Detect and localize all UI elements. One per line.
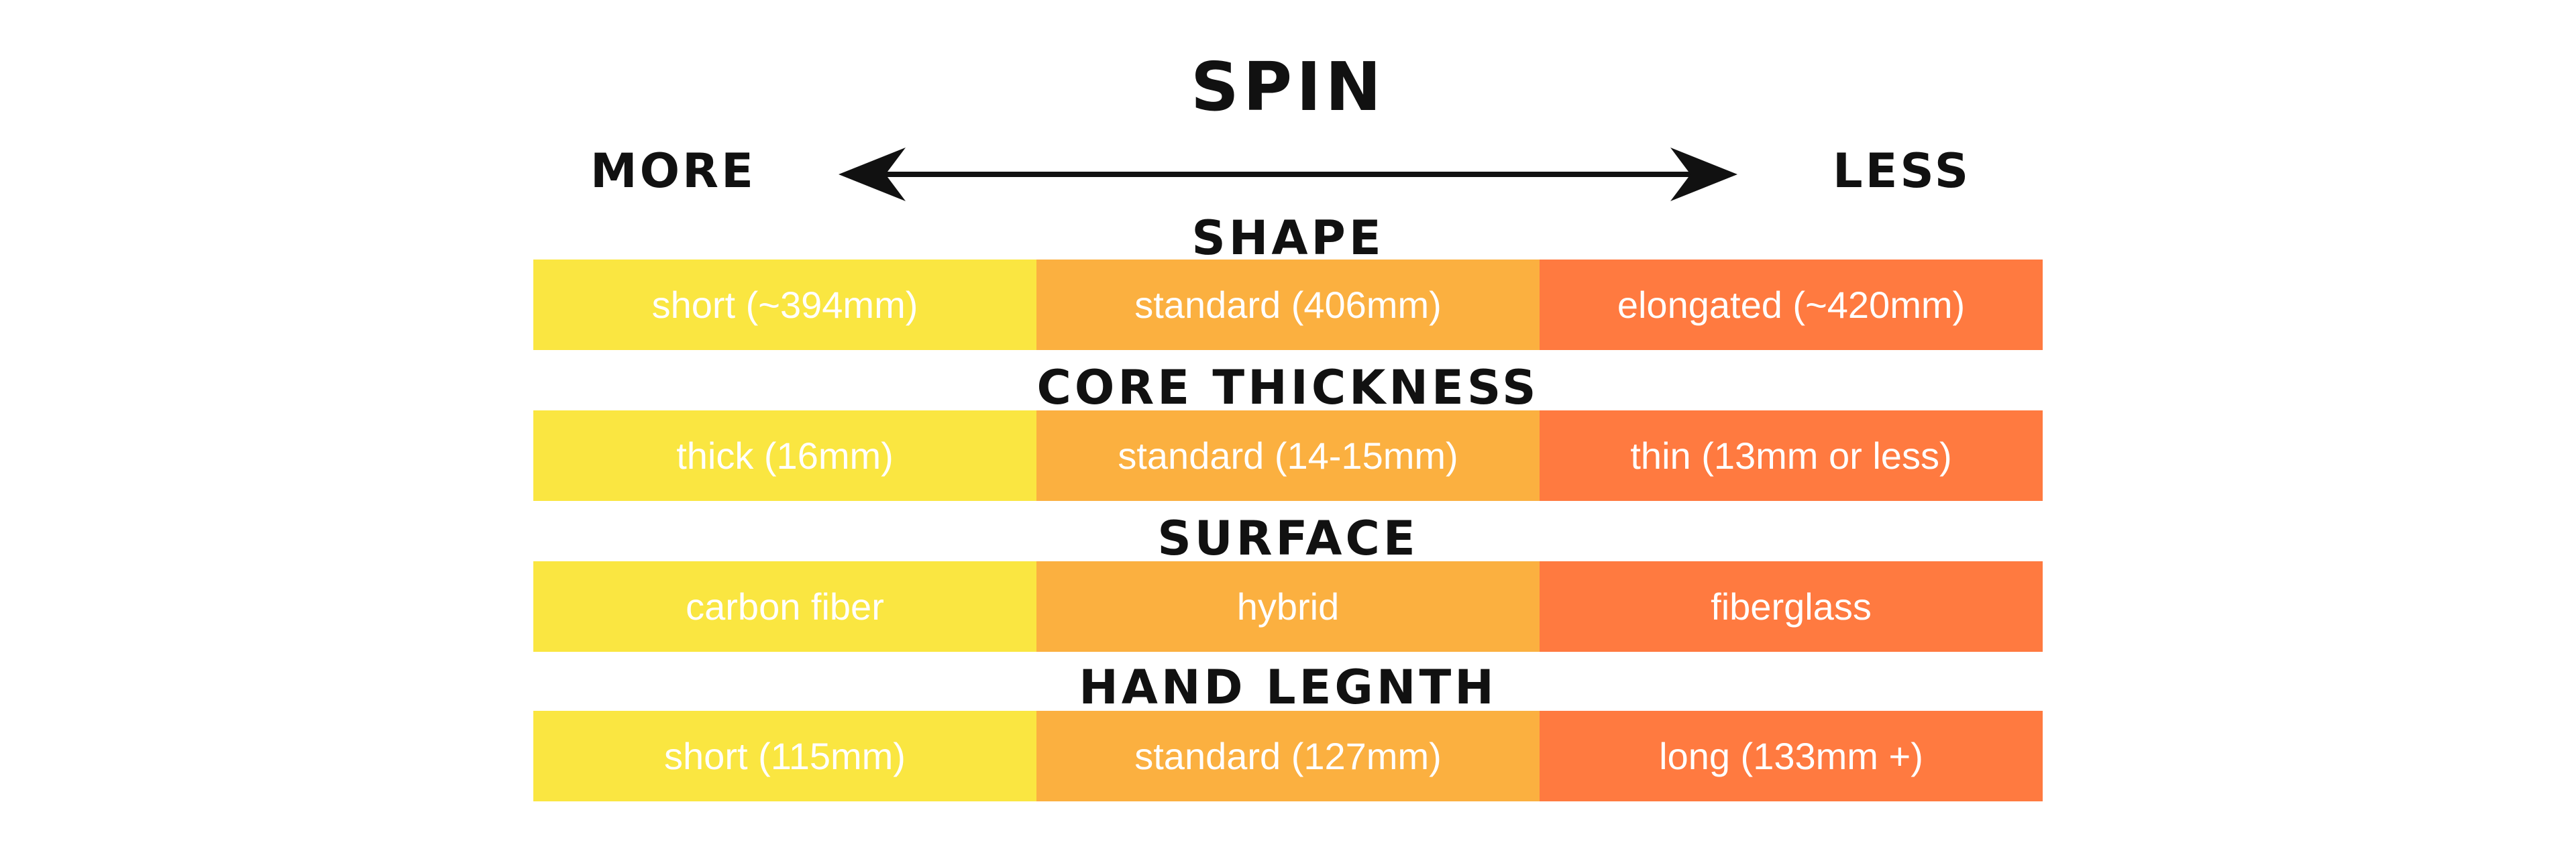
cell-standard: standard (406mm) <box>1036 260 1540 350</box>
cell-more: thick (16mm) <box>533 410 1036 501</box>
more-label: MORE <box>590 144 756 198</box>
cell-standard: standard (127mm) <box>1036 711 1540 801</box>
section-title-surface: SURFACE <box>1157 511 1419 566</box>
double-headed-arrow-icon <box>839 148 1737 201</box>
cell-more: short (115mm) <box>533 711 1036 801</box>
band-core-thickness: thick (16mm) standard (14-15mm) thin (13… <box>533 410 2043 501</box>
band-shape: short (~394mm) standard (406mm) elongate… <box>533 260 2043 350</box>
cell-less: elongated (~420mm) <box>1540 260 2043 350</box>
band-surface: carbon fiber hybrid fiberglass <box>533 561 2043 652</box>
cell-less: thin (13mm or less) <box>1540 410 2043 501</box>
cell-standard: hybrid <box>1036 561 1540 652</box>
cell-standard: standard (14-15mm) <box>1036 410 1540 501</box>
page-title: SPIN <box>1190 48 1386 126</box>
section-title-hand-length: HAND LEGNTH <box>1079 660 1497 715</box>
band-hand-length: short (115mm) standard (127mm) long (133… <box>533 711 2043 801</box>
cell-less: long (133mm +) <box>1540 711 2043 801</box>
section-title-core-thickness: CORE THICKNESS <box>1036 360 1540 415</box>
section-title-shape: SHAPE <box>1191 211 1385 266</box>
cell-more: short (~394mm) <box>533 260 1036 350</box>
less-label: LESS <box>1833 144 1972 198</box>
cell-less: fiberglass <box>1540 561 2043 652</box>
cell-more: carbon fiber <box>533 561 1036 652</box>
